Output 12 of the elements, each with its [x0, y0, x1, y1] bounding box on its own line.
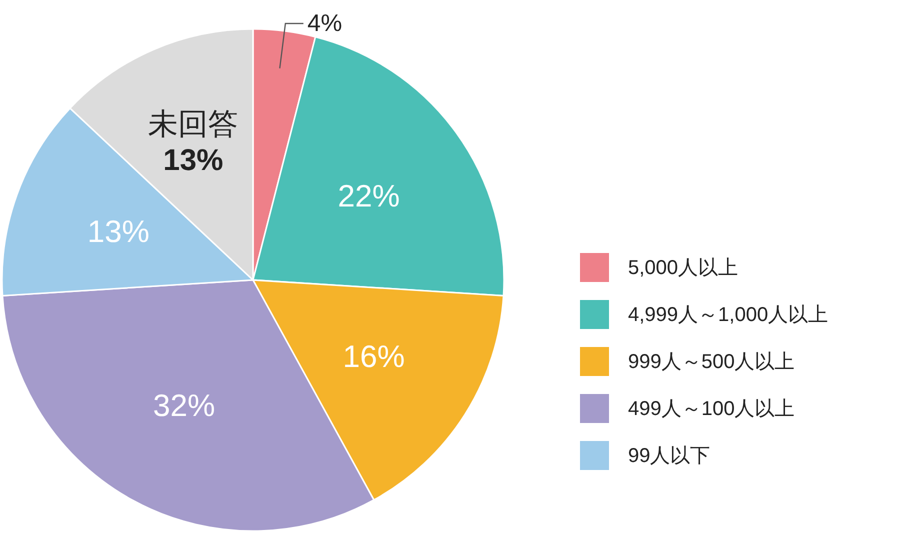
legend-label: 999人～500人以上: [628, 350, 795, 375]
legend-label: 5,000人以上: [628, 256, 738, 281]
data-label: 32%: [153, 388, 216, 423]
legend-label: 4,999人～1,000人以上: [628, 303, 828, 328]
data-label: 13%: [163, 144, 224, 177]
data-label: 22%: [338, 178, 400, 214]
data-label: 13%: [87, 214, 150, 250]
data-label: 4%: [307, 10, 342, 38]
slice-label: 未回答: [148, 108, 238, 141]
legend-label: 99人以下: [628, 444, 710, 469]
legend-label: 499人～100人以上: [628, 397, 795, 422]
data-label: 16%: [342, 339, 405, 374]
